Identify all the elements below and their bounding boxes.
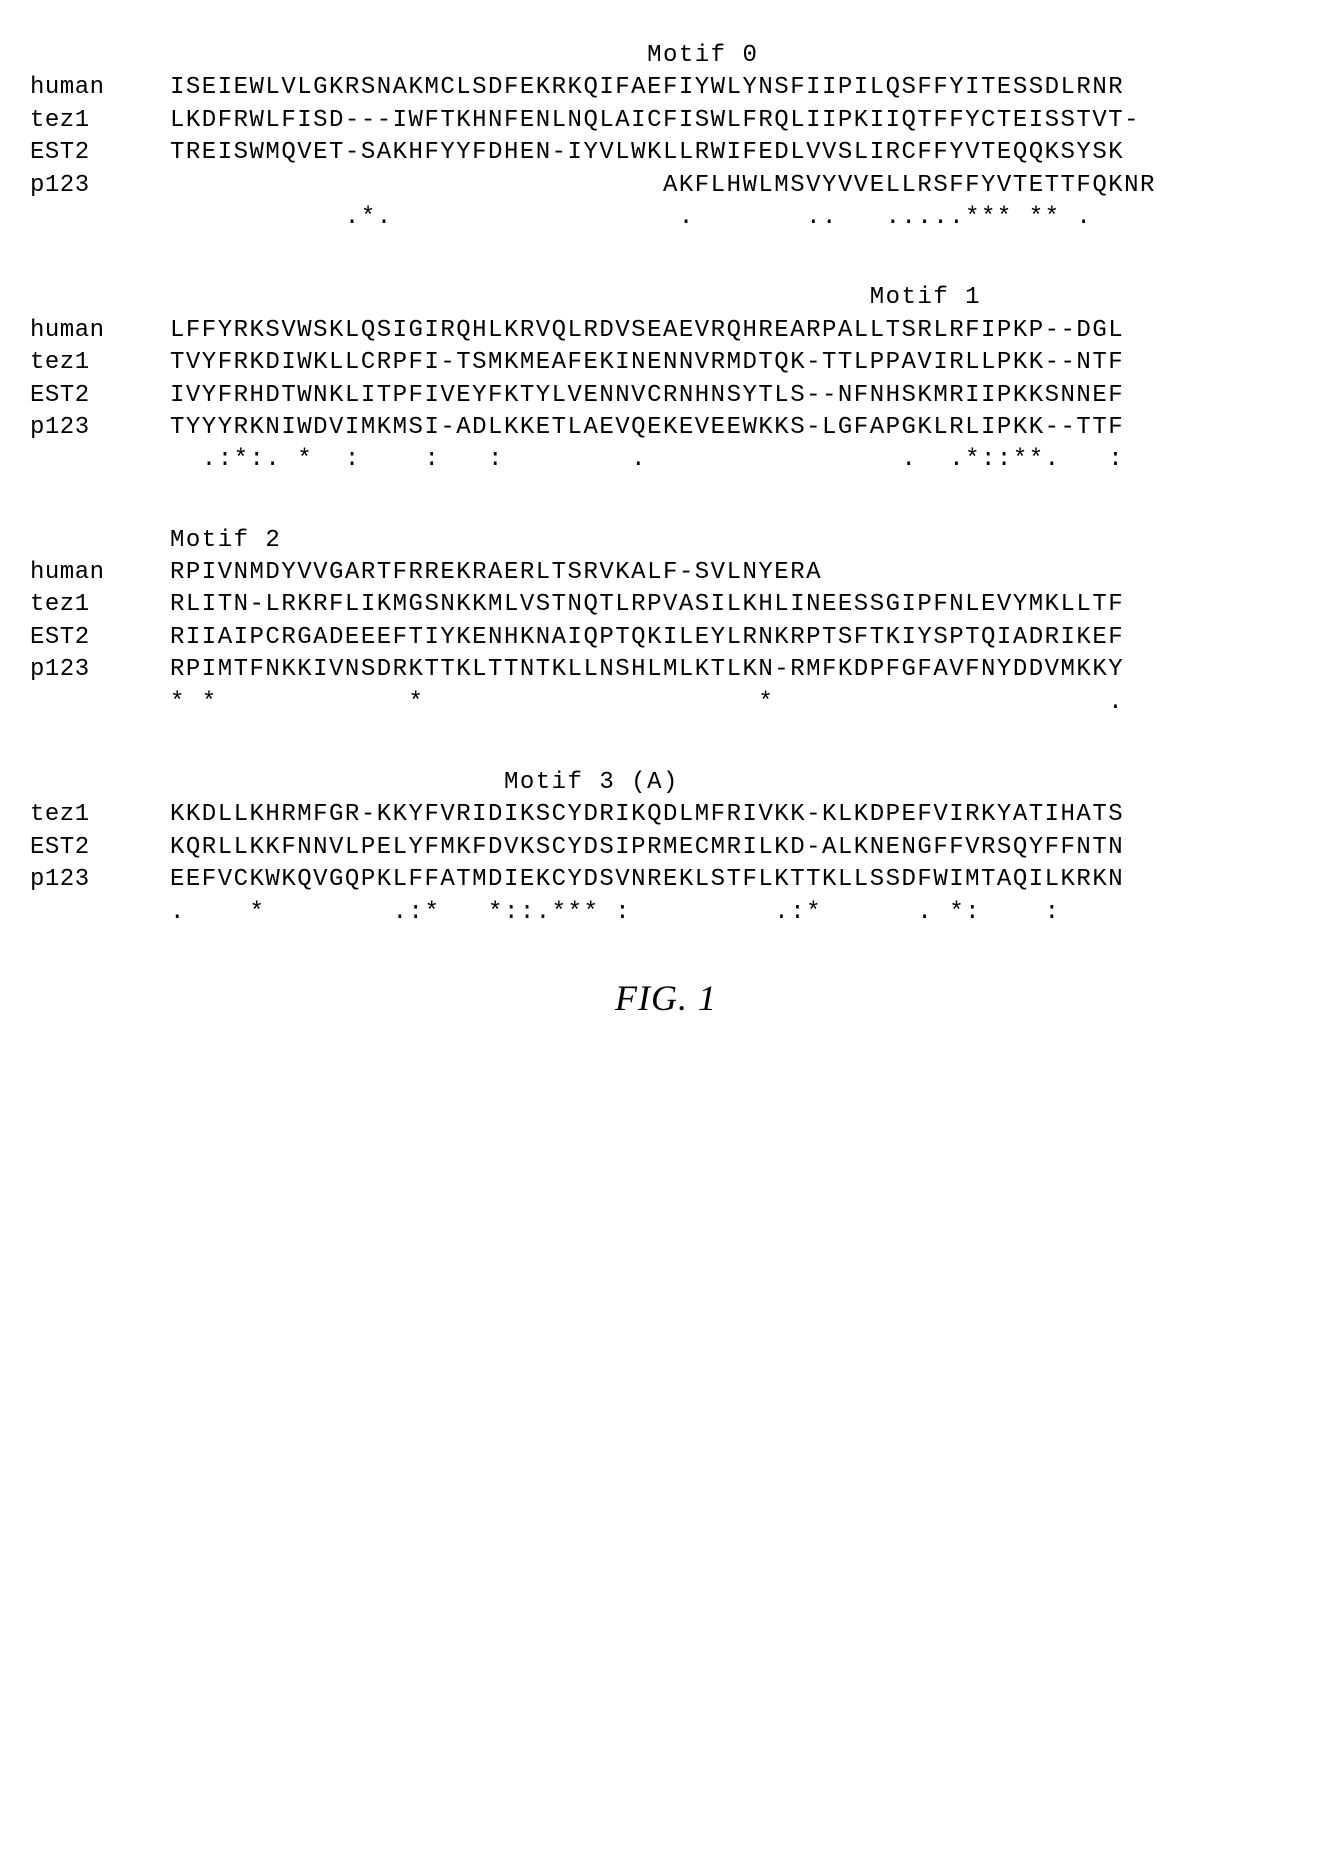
sequence-text: RIIAIPCRGADEEEFTIYKENHKNAIQPTQKILEYLRNKR… — [170, 622, 1124, 654]
sequence-label: tez1 — [30, 589, 170, 621]
sequence-row: p123 AKFLHWLMSVYVVELLRSFFYVTETTFQKNR — [30, 170, 1302, 202]
sequence-row: tez1TVYFRKDIWKLLCRPFI-TSMKMEAFEKINENNVRM… — [30, 347, 1302, 379]
sequence-row: p123RPIMTFNKKIVNSDRKTTKLTTNTKLLNSHLMLKTL… — [30, 654, 1302, 686]
conservation-text: .*. . .. .....*** ** . — [170, 202, 1140, 234]
sequence-row: p123TYYYRKNIWDVIMKMSI-ADLKKETLAEVQEKEVEE… — [30, 412, 1302, 444]
conservation-row: .:*:. * : : : . . .*::**. : — [30, 444, 1302, 476]
sequence-label: human — [30, 72, 170, 104]
motif-header: Motif 3 (A) — [30, 767, 1302, 799]
alignment-block: Motif 3 (A)tez1KKDLLKHRMFGR-KKYFVRIDIKSC… — [30, 767, 1302, 929]
figure-caption: FIG. 1 — [30, 977, 1302, 1019]
sequence-text: AKFLHWLMSVYVVELLRSFFYVTETTFQKNR — [170, 170, 1156, 202]
sequence-label: tez1 — [30, 799, 170, 831]
sequence-text: LKDFRWLFISD---IWFTKHNFENLNQLAICFISWLFRQL… — [170, 105, 1140, 137]
sequence-row: EST2IVYFRHDTWNKLITPFIVEYFKTYLVENNVCRNHNS… — [30, 380, 1302, 412]
sequence-row: humanISEIEWLVLGKRSNAKMCLSDFEKRKQIFAEFIYW… — [30, 72, 1302, 104]
conservation-text: . * .:* *::.*** : .:* . *: : — [170, 897, 1124, 929]
alignment-block: Motif 2humanRPIVNMDYVVGARTFRREKRAERLTSRV… — [30, 525, 1302, 719]
sequence-row: humanLFFYRKSVWSKLQSIGIRQHLKRVQLRDVSEAEVR… — [30, 315, 1302, 347]
conservation-row: . * .:* *::.*** : .:* . *: : — [30, 897, 1302, 929]
sequence-text: KQRLLKKFNNVLPELYFMKFDVKSCYDSIPRMECMRILKD… — [170, 832, 1124, 864]
motif-header: Motif 2 — [30, 525, 1302, 557]
sequence-label: EST2 — [30, 622, 170, 654]
motif-header-text: Motif 2 — [170, 525, 281, 557]
sequence-text: RLITN-LRKRFLIKMGSNKKMLVSTNQTLRPVASILKHLI… — [170, 589, 1124, 621]
sequence-alignment-figure: Motif 0humanISEIEWLVLGKRSNAKMCLSDFEKRKQI… — [30, 40, 1302, 929]
sequence-label: p123 — [30, 170, 170, 202]
sequence-row: EST2KQRLLKKFNNVLPELYFMKFDVKSCYDSIPRMECMR… — [30, 832, 1302, 864]
sequence-row: EST2TREISWMQVET-SAKHFYYFDHEN-IYVLWKLLRWI… — [30, 137, 1302, 169]
sequence-label: human — [30, 315, 170, 347]
sequence-label: EST2 — [30, 832, 170, 864]
alignment-block: Motif 0humanISEIEWLVLGKRSNAKMCLSDFEKRKQI… — [30, 40, 1302, 234]
sequence-row: humanRPIVNMDYVVGARTFRREKRAERLTSRVKALF-SV… — [30, 557, 1302, 589]
sequence-text: RPIMTFNKKIVNSDRKTTKLTTNTKLLNSHLMLKTLKN-R… — [170, 654, 1124, 686]
sequence-row: tez1LKDFRWLFISD---IWFTKHNFENLNQLAICFISWL… — [30, 105, 1302, 137]
sequence-label: EST2 — [30, 380, 170, 412]
motif-header-text: Motif 1 — [170, 282, 981, 314]
sequence-label: human — [30, 557, 170, 589]
motif-header-text: Motif 3 (A) — [170, 767, 679, 799]
sequence-text: TVYFRKDIWKLLCRPFI-TSMKMEAFEKINENNVRMDTQK… — [170, 347, 1124, 379]
sequence-text: LFFYRKSVWSKLQSIGIRQHLKRVQLRDVSEAEVRQHREA… — [170, 315, 1124, 347]
sequence-row: tez1KKDLLKHRMFGR-KKYFVRIDIKSCYDRIKQDLMFR… — [30, 799, 1302, 831]
sequence-label: p123 — [30, 864, 170, 896]
motif-header-text: Motif 0 — [170, 40, 758, 72]
sequence-text: TREISWMQVET-SAKHFYYFDHEN-IYVLWKLLRWIFEDL… — [170, 137, 1124, 169]
alignment-block: Motif 1humanLFFYRKSVWSKLQSIGIRQHLKRVQLRD… — [30, 282, 1302, 476]
sequence-text: ISEIEWLVLGKRSNAKMCLSDFEKRKQIFAEFIYWLYNSF… — [170, 72, 1124, 104]
sequence-text: EEFVCKWKQVGQPKLFFATMDIEKCYDSVNREKLSTFLKT… — [170, 864, 1124, 896]
motif-header: Motif 0 — [30, 40, 1302, 72]
conservation-row: .*. . .. .....*** ** . — [30, 202, 1302, 234]
sequence-label: p123 — [30, 412, 170, 444]
conservation-text: .:*:. * : : : . . .*::**. : — [170, 444, 1124, 476]
sequence-text: RPIVNMDYVVGARTFRREKRAERLTSRVKALF-SVLNYER… — [170, 557, 822, 589]
sequence-label: p123 — [30, 654, 170, 686]
motif-header: Motif 1 — [30, 282, 1302, 314]
conservation-text: * * * * . — [170, 687, 1124, 719]
sequence-row: tez1RLITN-LRKRFLIKMGSNKKMLVSTNQTLRPVASIL… — [30, 589, 1302, 621]
sequence-text: TYYYRKNIWDVIMKMSI-ADLKKETLAEVQEKEVEEWKKS… — [170, 412, 1124, 444]
sequence-label: tez1 — [30, 105, 170, 137]
sequence-text: KKDLLKHRMFGR-KKYFVRIDIKSCYDRIKQDLMFRIVKK… — [170, 799, 1124, 831]
sequence-row: p123EEFVCKWKQVGQPKLFFATMDIEKCYDSVNREKLST… — [30, 864, 1302, 896]
sequence-label: EST2 — [30, 137, 170, 169]
conservation-row: * * * * . — [30, 687, 1302, 719]
sequence-row: EST2RIIAIPCRGADEEEFTIYKENHKNAIQPTQKILEYL… — [30, 622, 1302, 654]
sequence-text: IVYFRHDTWNKLITPFIVEYFKTYLVENNVCRNHNSYTLS… — [170, 380, 1124, 412]
sequence-label: tez1 — [30, 347, 170, 379]
